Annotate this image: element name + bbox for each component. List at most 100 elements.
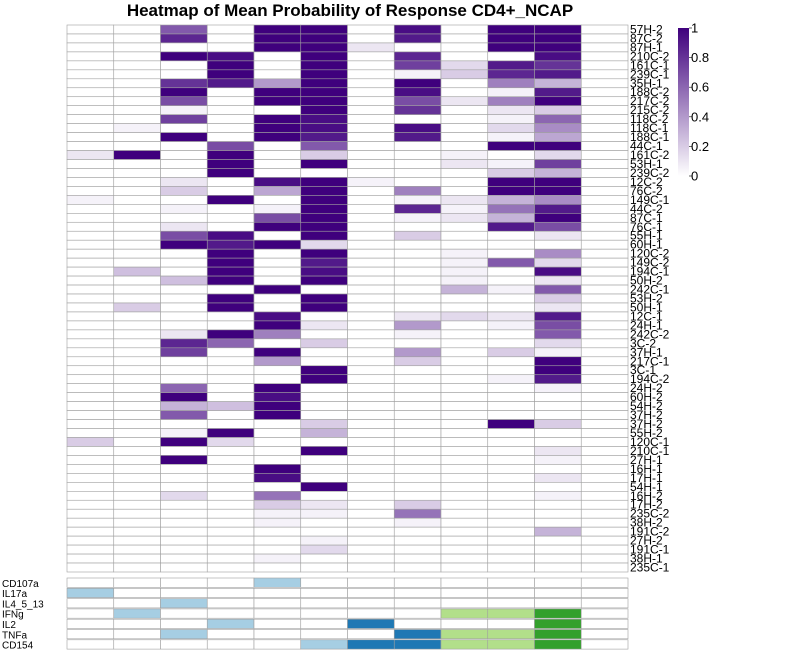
heatmap-cell <box>206 508 255 519</box>
heatmap-cell <box>347 239 395 250</box>
heatmap-cell <box>253 437 302 447</box>
heatmap-cell <box>487 544 535 555</box>
heatmap-cell <box>206 517 255 528</box>
heatmap-cell <box>347 69 395 80</box>
heatmap-cell <box>300 508 348 519</box>
annotation-cell <box>253 618 302 629</box>
annotation-label: IL17a <box>2 589 27 600</box>
heatmap-cell <box>440 87 489 98</box>
row-label: 3C-2 <box>630 336 656 350</box>
heatmap-cell <box>66 42 115 53</box>
heatmap-cell <box>487 473 535 483</box>
heatmap-cell <box>580 159 629 169</box>
heatmap-cell <box>580 392 629 402</box>
heatmap-cell <box>300 464 348 474</box>
heatmap-cell <box>393 473 442 483</box>
heatmap-cell <box>113 320 161 331</box>
heatmap-cell <box>580 553 629 564</box>
heatmap-cell <box>206 428 255 438</box>
heatmap-cell <box>534 490 582 501</box>
heatmap-cell <box>487 168 535 178</box>
annotation-cell <box>534 608 582 619</box>
annotation-cell <box>393 618 442 629</box>
heatmap-cell <box>393 446 442 456</box>
heatmap-cell <box>440 150 489 160</box>
heatmap-cell <box>300 168 348 178</box>
annotation-cell <box>440 639 489 650</box>
row-label: 194C-1 <box>630 265 670 279</box>
heatmap-cell <box>487 490 535 501</box>
heatmap-cell <box>440 383 489 393</box>
heatmap-cell <box>347 356 395 367</box>
heatmap-cell <box>253 302 302 313</box>
heatmap-cell <box>66 168 115 178</box>
heatmap-cell <box>253 24 302 35</box>
heatmap-cell <box>580 383 629 393</box>
heatmap-cell <box>347 374 395 384</box>
heatmap-cell <box>66 195 115 205</box>
annotation-cell <box>300 629 348 640</box>
row-label: 191C-1 <box>630 543 670 557</box>
heatmap-cell <box>487 347 535 358</box>
heatmap-cell <box>393 266 442 277</box>
heatmap-cell <box>66 374 115 384</box>
heatmap-cell <box>300 347 348 358</box>
heatmap-cell <box>347 293 395 304</box>
heatmap-cell <box>113 150 161 160</box>
heatmap-cell <box>440 338 489 349</box>
row-label: 161C-1 <box>630 58 670 72</box>
heatmap-cell <box>440 473 489 483</box>
heatmap-cell <box>440 544 489 555</box>
annotation-cell <box>206 639 255 650</box>
heatmap-cell <box>160 213 208 223</box>
heatmap-cell <box>534 96 582 107</box>
heatmap-cell <box>347 553 395 564</box>
heatmap-cell <box>580 284 629 295</box>
heatmap-cell <box>206 338 255 349</box>
row-label: 60H-1 <box>630 238 663 252</box>
row-label: 54H-1 <box>630 480 663 494</box>
heatmap-cell <box>206 473 255 483</box>
heatmap-cell <box>347 562 395 573</box>
heatmap-cell <box>113 123 161 133</box>
heatmap-cell <box>347 150 395 160</box>
heatmap-cell <box>206 186 255 196</box>
heatmap-cell <box>206 33 255 44</box>
heatmap-cell <box>253 311 302 322</box>
heatmap-cell <box>440 78 489 89</box>
row-label: 87C-2 <box>630 31 663 45</box>
heatmap-cell <box>160 347 208 358</box>
heatmap-cell <box>534 356 582 367</box>
annotation-cell <box>66 587 115 598</box>
heatmap-cell <box>393 553 442 564</box>
heatmap-cell <box>66 204 115 214</box>
annotation-cell <box>347 618 395 629</box>
heatmap-cell <box>160 24 208 35</box>
heatmap-cell <box>206 213 255 223</box>
heatmap-cell <box>440 553 489 564</box>
annotation-cell <box>66 608 115 619</box>
heatmap-cell <box>66 356 115 367</box>
heatmap-cell <box>113 284 161 295</box>
heatmap-cell <box>300 499 348 510</box>
heatmap-cell <box>113 499 161 510</box>
row-label: 27H-1 <box>630 453 663 467</box>
heatmap-cell <box>160 499 208 510</box>
annotation-cell <box>580 618 629 629</box>
heatmap-cell <box>534 392 582 402</box>
annotation-cell <box>440 587 489 598</box>
heatmap-cell <box>347 455 395 465</box>
heatmap-cell <box>160 428 208 438</box>
heatmap-cell <box>440 347 489 358</box>
heatmap-cell <box>580 437 629 447</box>
heatmap-cell <box>487 356 535 367</box>
heatmap-cell <box>66 347 115 358</box>
heatmap-cell <box>206 365 255 376</box>
heatmap-cell <box>440 356 489 367</box>
heatmap-cell <box>253 293 302 304</box>
heatmap-cell <box>300 401 348 411</box>
heatmap-cell <box>534 383 582 393</box>
heatmap-cell <box>206 455 255 465</box>
heatmap-cell <box>580 428 629 438</box>
